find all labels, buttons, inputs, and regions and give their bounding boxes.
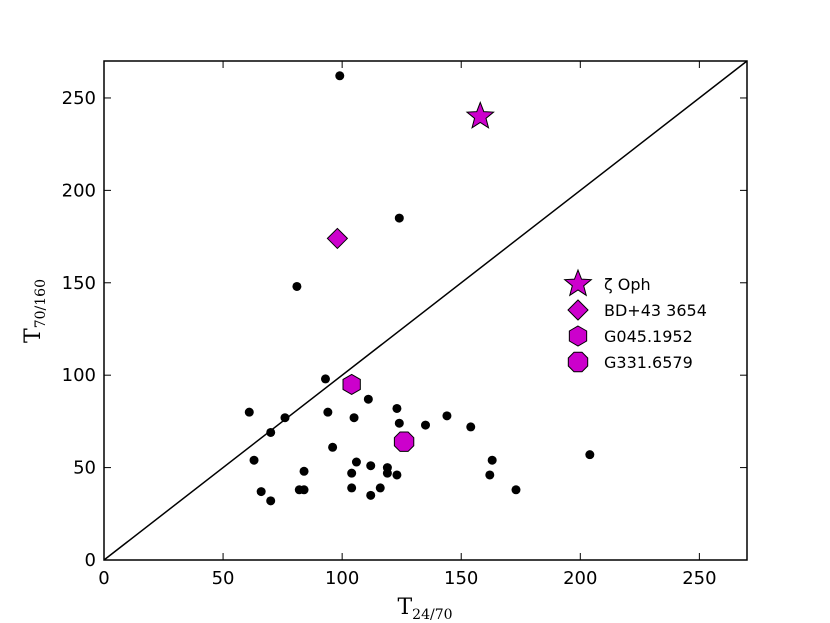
data-point (511, 485, 521, 495)
data-point (394, 418, 404, 428)
y-tick-label: 100 (62, 365, 96, 386)
data-point (244, 407, 254, 417)
data-point (249, 455, 259, 465)
data-point (256, 487, 266, 497)
data-point (487, 455, 497, 465)
legend-label: G045.1952 (604, 327, 693, 346)
data-point (292, 281, 302, 291)
y-tick-label: 0 (85, 550, 96, 571)
data-point (375, 483, 385, 493)
y-tick-label: 250 (62, 88, 96, 109)
diamond-marker (326, 227, 349, 250)
data-point (280, 413, 290, 423)
x-tick-label: 150 (444, 568, 478, 589)
data-point (351, 457, 361, 467)
data-point (392, 403, 402, 413)
data-point (585, 450, 595, 460)
one-to-one-line (103, 60, 748, 561)
data-point (347, 468, 357, 478)
data-point (347, 483, 357, 493)
y-tick-label: 200 (62, 180, 96, 201)
data-point (320, 374, 330, 384)
x-tick-label: 250 (682, 568, 716, 589)
data-point (299, 485, 309, 495)
legend: ζ Oph BD+43 3654 G045.1952 G331.6579 (563, 268, 707, 373)
plot-area (103, 60, 748, 561)
data-point (349, 413, 359, 423)
octagon-marker (393, 431, 415, 452)
data-point (323, 407, 333, 417)
x-tick-label: 50 (212, 568, 235, 589)
data-point (328, 442, 338, 452)
y-axis-label-subscript: 70/160 (33, 279, 49, 328)
data-point (421, 420, 430, 430)
data-point (266, 496, 276, 506)
legend-octagon-marker (567, 351, 589, 373)
legend-label: ζ Oph (604, 275, 651, 294)
data-point (382, 468, 392, 478)
hexagon-marker (342, 373, 361, 396)
x-axis-label: T24/70 (397, 595, 452, 623)
legend-diamond-marker (567, 299, 589, 321)
plot-frame (103, 60, 748, 561)
data-point (442, 411, 452, 421)
legend-label: BD+43 3654 (604, 301, 707, 320)
data-point (366, 490, 376, 500)
legend-star-marker (563, 268, 593, 297)
x-tick-label: 100 (325, 568, 359, 589)
legend-hexagon-marker (568, 325, 588, 347)
data-point (299, 466, 309, 476)
x-tick-label: 0 (98, 568, 109, 589)
data-point (394, 213, 404, 223)
data-point (335, 71, 345, 81)
data-point (466, 422, 476, 432)
x-axis-label-main: T (397, 595, 412, 620)
axes: 0 50 100 150 200 250 0 50 100 150 200 250 (62, 60, 748, 589)
y-tick-label: 150 (62, 273, 96, 294)
data-point (485, 470, 495, 480)
y-tick-label: 50 (73, 458, 96, 479)
x-tick-label: 200 (563, 568, 597, 589)
data-point (363, 394, 373, 404)
y-axis-label: T70/160 (21, 279, 49, 343)
data-point (392, 470, 402, 480)
legend-label: G331.6579 (604, 353, 693, 372)
data-point (266, 427, 276, 437)
y-axis-label-main: T (21, 328, 46, 343)
x-axis-label-subscript: 24/70 (412, 607, 452, 623)
star-marker (465, 101, 495, 129)
data-point (366, 461, 376, 471)
